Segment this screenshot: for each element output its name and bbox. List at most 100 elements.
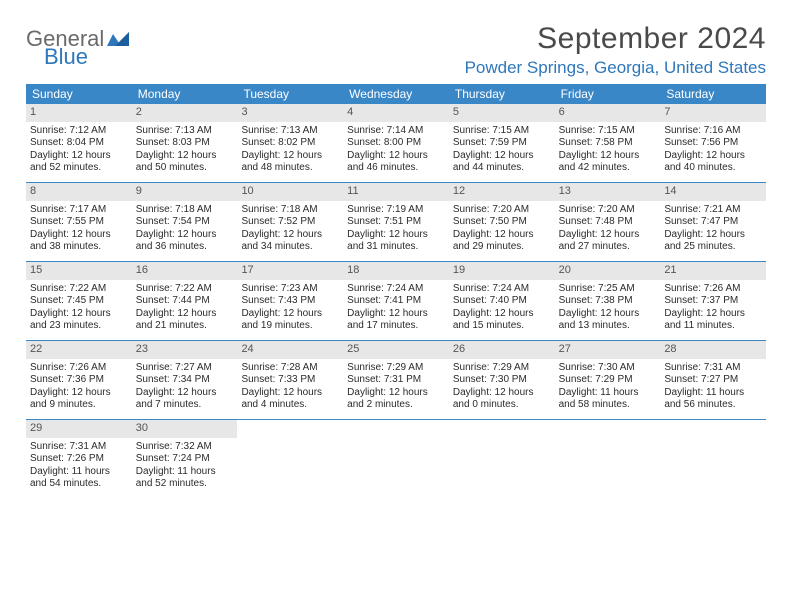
day-cell: . — [237, 420, 343, 498]
daylight-text: Daylight: 12 hours and 11 minutes. — [664, 308, 762, 333]
sunset-text: Sunset: 8:04 PM — [30, 137, 128, 150]
sunset-text: Sunset: 7:59 PM — [453, 137, 551, 150]
sunrise-text: Sunrise: 7:29 AM — [453, 362, 551, 375]
day-cell: 22Sunrise: 7:26 AMSunset: 7:36 PMDayligh… — [26, 341, 132, 419]
sunrise-text: Sunrise: 7:19 AM — [347, 204, 445, 217]
day-number: 24 — [237, 341, 343, 359]
sunset-text: Sunset: 7:24 PM — [136, 453, 234, 466]
day-number: 16 — [132, 262, 238, 280]
sunset-text: Sunset: 7:54 PM — [136, 216, 234, 229]
daylight-text: Daylight: 12 hours and 23 minutes. — [30, 308, 128, 333]
day-cell: 27Sunrise: 7:30 AMSunset: 7:29 PMDayligh… — [555, 341, 661, 419]
sunset-text: Sunset: 7:36 PM — [30, 374, 128, 387]
sunset-text: Sunset: 7:26 PM — [30, 453, 128, 466]
day-cell: 7Sunrise: 7:16 AMSunset: 7:56 PMDaylight… — [660, 104, 766, 182]
day-cell: 14Sunrise: 7:21 AMSunset: 7:47 PMDayligh… — [660, 183, 766, 261]
day-cell: 10Sunrise: 7:18 AMSunset: 7:52 PMDayligh… — [237, 183, 343, 261]
location-subtitle: Powder Springs, Georgia, United States — [465, 58, 766, 78]
daylight-text: Daylight: 12 hours and 31 minutes. — [347, 229, 445, 254]
daylight-text: Daylight: 12 hours and 13 minutes. — [559, 308, 657, 333]
day-cell: 25Sunrise: 7:29 AMSunset: 7:31 PMDayligh… — [343, 341, 449, 419]
sunset-text: Sunset: 7:27 PM — [664, 374, 762, 387]
calendar-page: General Blue September 2024 Powder Sprin… — [0, 0, 792, 498]
sunset-text: Sunset: 7:58 PM — [559, 137, 657, 150]
day-number: 18 — [343, 262, 449, 280]
weekday-header: Wednesday — [343, 84, 449, 104]
weekday-header: Saturday — [660, 84, 766, 104]
daylight-text: Daylight: 12 hours and 2 minutes. — [347, 387, 445, 412]
weekday-header: Monday — [132, 84, 238, 104]
day-number: 23 — [132, 341, 238, 359]
sunset-text: Sunset: 7:44 PM — [136, 295, 234, 308]
sunrise-text: Sunrise: 7:17 AM — [30, 204, 128, 217]
daylight-text: Daylight: 12 hours and 48 minutes. — [241, 150, 339, 175]
weekday-header: Thursday — [449, 84, 555, 104]
day-number: 26 — [449, 341, 555, 359]
sunrise-text: Sunrise: 7:26 AM — [664, 283, 762, 296]
sunset-text: Sunset: 7:37 PM — [664, 295, 762, 308]
sunrise-text: Sunrise: 7:27 AM — [136, 362, 234, 375]
daylight-text: Daylight: 12 hours and 27 minutes. — [559, 229, 657, 254]
day-cell: 26Sunrise: 7:29 AMSunset: 7:30 PMDayligh… — [449, 341, 555, 419]
week-row: 1Sunrise: 7:12 AMSunset: 8:04 PMDaylight… — [26, 104, 766, 183]
day-cell: 17Sunrise: 7:23 AMSunset: 7:43 PMDayligh… — [237, 262, 343, 340]
day-number: 19 — [449, 262, 555, 280]
daylight-text: Daylight: 12 hours and 44 minutes. — [453, 150, 551, 175]
day-number: 28 — [660, 341, 766, 359]
sunrise-text: Sunrise: 7:22 AM — [136, 283, 234, 296]
day-cell: 24Sunrise: 7:28 AMSunset: 7:33 PMDayligh… — [237, 341, 343, 419]
sunrise-text: Sunrise: 7:25 AM — [559, 283, 657, 296]
day-cell: 4Sunrise: 7:14 AMSunset: 8:00 PMDaylight… — [343, 104, 449, 182]
sunrise-text: Sunrise: 7:16 AM — [664, 125, 762, 138]
daylight-text: Daylight: 12 hours and 7 minutes. — [136, 387, 234, 412]
calendar-grid: Sunday Monday Tuesday Wednesday Thursday… — [26, 84, 766, 498]
day-cell: 23 Sunrise: 7:27 AMSunset: 7:34 PMDayligh… — [132, 341, 238, 419]
day-number: 27 — [555, 341, 661, 359]
sunrise-text: Sunrise: 7:26 AM — [30, 362, 128, 375]
day-number: 5 — [449, 104, 555, 122]
sunrise-text: Sunrise: 7:23 AM — [241, 283, 339, 296]
sunrise-text: Sunrise: 7:29 AM — [347, 362, 445, 375]
day-cell: . — [449, 420, 555, 498]
weekday-header: Sunday — [26, 84, 132, 104]
sunset-text: Sunset: 8:00 PM — [347, 137, 445, 150]
day-number: 2 — [132, 104, 238, 122]
day-number: 12 — [449, 183, 555, 201]
daylight-text: Daylight: 12 hours and 15 minutes. — [453, 308, 551, 333]
weekday-header-row: Sunday Monday Tuesday Wednesday Thursday… — [26, 84, 766, 104]
day-cell: 6Sunrise: 7:15 AMSunset: 7:58 PMDaylight… — [555, 104, 661, 182]
sunrise-text: Sunrise: 7:28 AM — [241, 362, 339, 375]
day-cell: . — [555, 420, 661, 498]
sunrise-text: Sunrise: 7:18 AM — [136, 204, 234, 217]
month-title: September 2024 — [465, 22, 766, 56]
day-number: 9 — [132, 183, 238, 201]
day-cell: 30Sunrise: 7:32 AMSunset: 7:24 PMDayligh… — [132, 420, 238, 498]
day-cell: 19Sunrise: 7:24 AMSunset: 7:40 PMDayligh… — [449, 262, 555, 340]
sunset-text: Sunset: 7:50 PM — [453, 216, 551, 229]
day-number: 10 — [237, 183, 343, 201]
sunset-text: Sunset: 7:52 PM — [241, 216, 339, 229]
sunset-text: Sunset: 7:34 PM — [136, 374, 234, 387]
sunset-text: Sunset: 7:41 PM — [347, 295, 445, 308]
sunset-text: Sunset: 8:02 PM — [241, 137, 339, 150]
day-cell: 1Sunrise: 7:12 AMSunset: 8:04 PMDaylight… — [26, 104, 132, 182]
title-block: September 2024 Powder Springs, Georgia, … — [465, 22, 766, 78]
daylight-text: Daylight: 12 hours and 9 minutes. — [30, 387, 128, 412]
day-cell: 13Sunrise: 7:20 AMSunset: 7:48 PMDayligh… — [555, 183, 661, 261]
sunset-text: Sunset: 7:31 PM — [347, 374, 445, 387]
day-number: 4 — [343, 104, 449, 122]
day-number: 21 — [660, 262, 766, 280]
sunrise-text: Sunrise: 7:21 AM — [664, 204, 762, 217]
daylight-text: Daylight: 12 hours and 25 minutes. — [664, 229, 762, 254]
sunrise-text: Sunrise: 7:12 AM — [30, 125, 128, 138]
day-cell: 20Sunrise: 7:25 AMSunset: 7:38 PMDayligh… — [555, 262, 661, 340]
sunset-text: Sunset: 7:47 PM — [664, 216, 762, 229]
daylight-text: Daylight: 12 hours and 34 minutes. — [241, 229, 339, 254]
sunrise-text: Sunrise: 7:13 AM — [241, 125, 339, 138]
day-number: 8 — [26, 183, 132, 201]
day-number: 15 — [26, 262, 132, 280]
sunset-text: Sunset: 7:48 PM — [559, 216, 657, 229]
day-number: 30 — [132, 420, 238, 438]
sunset-text: Sunset: 7:40 PM — [453, 295, 551, 308]
day-cell: 15Sunrise: 7:22 AMSunset: 7:45 PMDayligh… — [26, 262, 132, 340]
